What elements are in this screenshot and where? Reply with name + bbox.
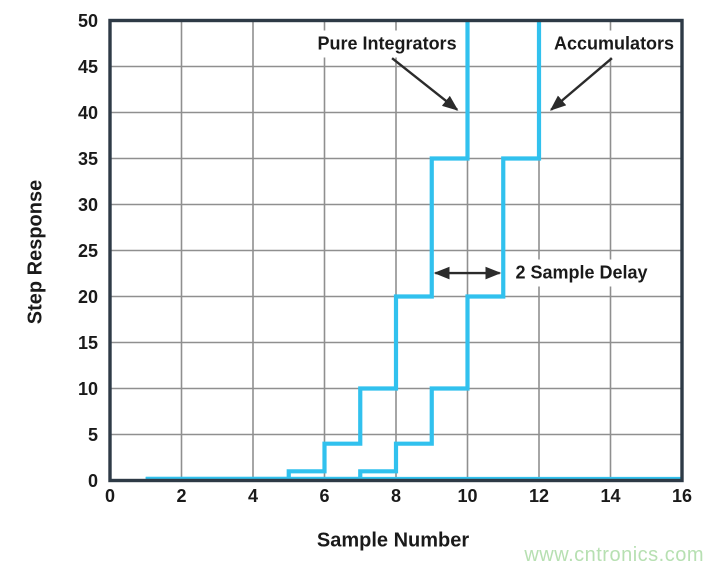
y-tick-label: 10	[77, 378, 98, 399]
y-tick-label: 30	[77, 194, 98, 215]
y-tick-label: 50	[77, 10, 98, 31]
x-tick-label: 16	[671, 486, 693, 506]
y-axis-title: Step Response	[24, 179, 47, 325]
annotation-arrow	[549, 57, 613, 111]
y-tick-label: 15	[77, 332, 98, 353]
plot-frame	[108, 18, 684, 483]
y-tick-label: 35	[77, 148, 98, 169]
y-tick-label: 20	[77, 286, 98, 307]
watermark: www.cntronics.com	[524, 544, 704, 566]
annotation-arrow	[391, 57, 459, 111]
x-tick-label: 10	[457, 486, 478, 506]
x-tick-label: 2	[176, 486, 187, 506]
annotation-accumulators: Accumulators	[549, 30, 680, 58]
y-tick-label: 45	[77, 56, 98, 77]
x-tick-label: 12	[528, 486, 550, 506]
x-tick-label: 0	[104, 486, 116, 506]
y-tick-label: 5	[87, 424, 98, 445]
trace-accumulators	[145, 20, 542, 482]
x-axis-title: Sample Number	[316, 529, 470, 552]
trace-pure-integrators	[145, 20, 470, 482]
annotation-2-sample-delay: 2 Sample Delay	[510, 259, 653, 287]
x-tick-label: 14	[600, 486, 621, 506]
annotation-pure-integrators: Pure Integrators	[312, 30, 462, 58]
x-tick-label: 8	[390, 486, 402, 506]
x-tick-label: 6	[319, 486, 330, 506]
y-tick-label: 25	[77, 240, 98, 261]
y-tick-label: 40	[77, 102, 98, 123]
y-tick-label: 0	[87, 470, 98, 491]
x-tick-label: 4	[247, 486, 259, 506]
